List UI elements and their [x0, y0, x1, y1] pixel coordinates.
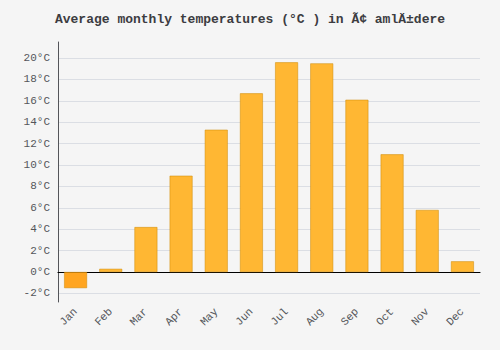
svg-text:10°C: 10°C: [24, 159, 51, 171]
svg-text:Aug: Aug: [304, 306, 326, 328]
svg-text:Jun: Jun: [233, 306, 255, 328]
svg-text:2°C: 2°C: [30, 245, 50, 257]
svg-text:May: May: [198, 305, 221, 328]
svg-text:Apr: Apr: [163, 306, 185, 328]
svg-text:Sep: Sep: [339, 306, 361, 328]
svg-text:Mar: Mar: [128, 306, 150, 328]
svg-text:8°C: 8°C: [30, 180, 50, 192]
svg-text:16°C: 16°C: [24, 95, 51, 107]
svg-text:-2°C: -2°C: [24, 287, 51, 299]
svg-text:4°C: 4°C: [30, 223, 50, 235]
svg-text:14°C: 14°C: [24, 116, 51, 128]
svg-text:Jul: Jul: [268, 306, 290, 328]
svg-text:Nov: Nov: [409, 305, 432, 328]
svg-text:Jan: Jan: [57, 306, 79, 328]
svg-text:20°C: 20°C: [24, 52, 51, 64]
svg-text:Oct: Oct: [374, 306, 396, 328]
svg-text:0°C: 0°C: [30, 266, 50, 278]
svg-text:12°C: 12°C: [24, 138, 51, 150]
svg-text:Feb: Feb: [93, 306, 115, 328]
svg-text:6°C: 6°C: [30, 202, 50, 214]
svg-text:18°C: 18°C: [24, 73, 51, 85]
svg-text:Dec: Dec: [444, 306, 466, 328]
svg-text:Average monthly temperatures (: Average monthly temperatures (°C ) in Ã¢…: [55, 12, 445, 27]
